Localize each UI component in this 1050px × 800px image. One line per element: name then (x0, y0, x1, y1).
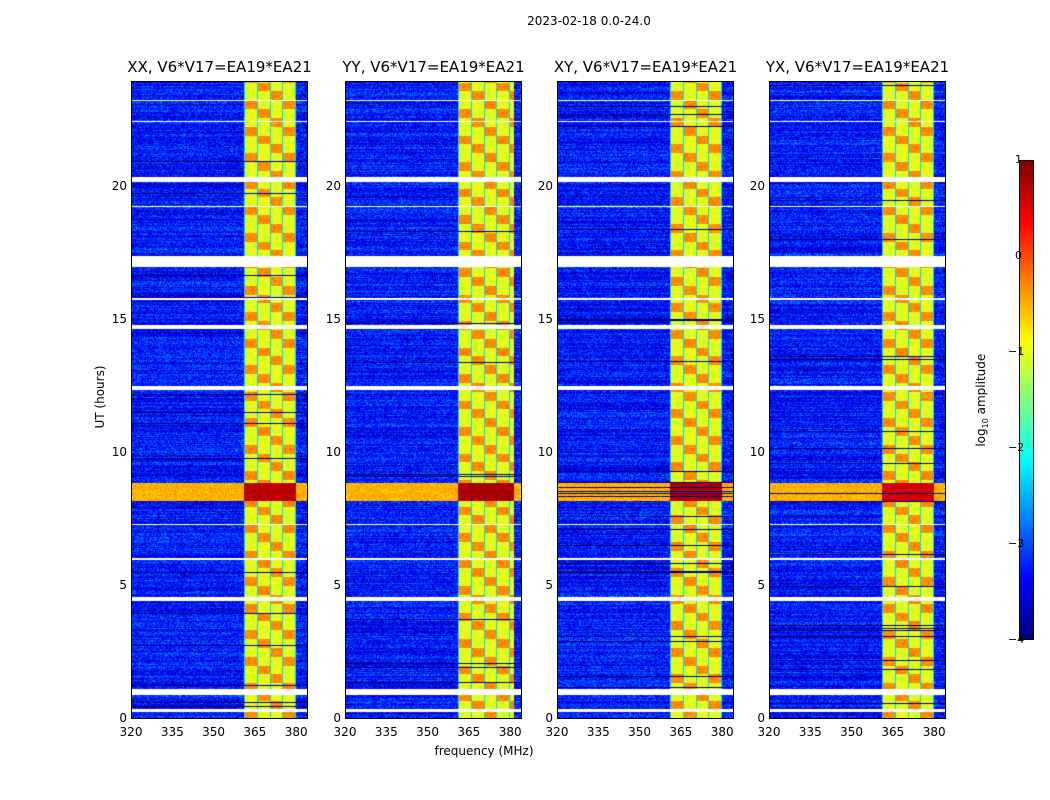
heatmap-cells (558, 82, 733, 718)
x-tick-label: 335 (798, 725, 822, 739)
heatmap-panel (769, 81, 946, 719)
x-tick-label: 365 (243, 725, 267, 739)
colorbar-tick-label: −2 (1008, 441, 1025, 454)
y-tick-label: 20 (749, 179, 765, 194)
heatmap-panel (345, 81, 522, 719)
y-tick-label: 0 (757, 711, 765, 725)
y-tick-label: 0 (545, 711, 553, 725)
colorbar-tick-label: 1 (1015, 153, 1022, 166)
colorbar-tick-label: −4 (1008, 633, 1025, 646)
colorbar-label: log10 amplitude (973, 353, 991, 447)
y-tick-label: 15 (325, 312, 341, 327)
heatmap-panel (131, 81, 308, 719)
y-tick-label: 10 (537, 445, 553, 460)
panel-title: YX, V6*V17=EA19*EA21 (765, 58, 950, 76)
colorbar-tick-label: 0 (1015, 249, 1022, 262)
heatmap-cells (770, 82, 945, 718)
y-tick-label: 15 (537, 312, 553, 327)
x-tick-label: 380 (922, 725, 946, 739)
x-tick-label: 380 (498, 725, 522, 739)
y-tick-label: 20 (111, 179, 127, 194)
x-tick-label: 365 (457, 725, 481, 739)
x-tick-label: 335 (374, 725, 398, 739)
x-tick-label: 350 (628, 725, 652, 739)
y-tick-label: 15 (111, 312, 127, 327)
y-tick-label: 20 (537, 179, 553, 194)
x-tick-label: 365 (669, 725, 693, 739)
x-tick-label: 335 (586, 725, 610, 739)
x-tick-label: 350 (840, 725, 864, 739)
x-tick-label: 380 (284, 725, 308, 739)
x-tick-label: 320 (757, 725, 781, 739)
y-tick-label: 10 (325, 445, 341, 460)
figure-title: 2023-02-18 0.0-24.0 (527, 14, 651, 28)
y-tick-label: 5 (119, 578, 127, 593)
heatmap-panel (557, 81, 734, 719)
colorbar-tick-label: −1 (1008, 345, 1025, 358)
y-tick-label: 5 (333, 578, 341, 593)
panel-title: XY, V6*V17=EA19*EA21 (553, 58, 738, 76)
x-tick-label: 320 (333, 725, 357, 739)
x-tick-label: 320 (545, 725, 569, 739)
panel-title: YY, V6*V17=EA19*EA21 (342, 58, 525, 76)
y-tick-label: 0 (333, 711, 341, 725)
y-tick-label: 15 (749, 312, 765, 327)
y-tick-label: 5 (545, 578, 553, 593)
panel-title: XX, V6*V17=EA19*EA21 (127, 58, 312, 76)
colorbar-tick-label: −3 (1008, 537, 1025, 550)
x-axis-label: frequency (MHz) (434, 744, 534, 758)
heatmap-cells (346, 82, 521, 718)
x-tick-label: 350 (416, 725, 440, 739)
y-tick-label: 20 (325, 179, 341, 194)
heatmap-cells (132, 82, 307, 718)
colorbar (1019, 160, 1034, 640)
x-tick-label: 380 (710, 725, 734, 739)
y-tick-label: 10 (111, 445, 127, 460)
y-tick-label: 5 (757, 578, 765, 593)
y-tick-label: 10 (749, 445, 765, 460)
y-tick-label: 0 (119, 711, 127, 725)
x-tick-label: 365 (881, 725, 905, 739)
y-axis-label: UT (hours) (93, 365, 107, 429)
x-tick-label: 335 (160, 725, 184, 739)
x-tick-label: 320 (119, 725, 143, 739)
x-tick-label: 350 (202, 725, 226, 739)
